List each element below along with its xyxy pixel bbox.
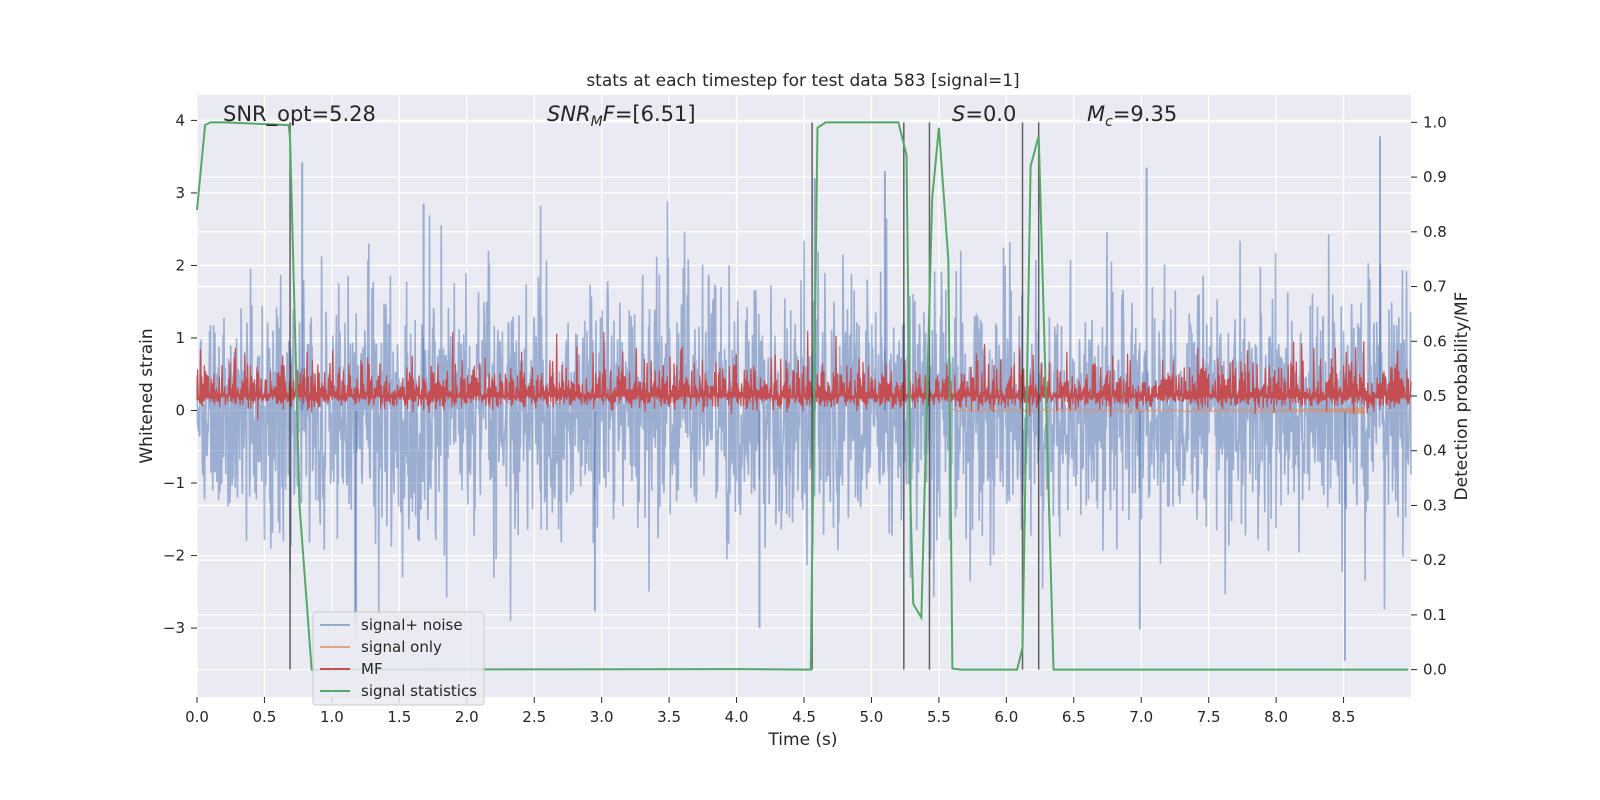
x-tick-label-12: 6.0 [994, 708, 1018, 726]
x-tick-label-11: 5.5 [927, 708, 951, 726]
x-tick-label-16: 8.0 [1264, 708, 1288, 726]
x-tick-label-17: 8.5 [1332, 708, 1356, 726]
x-tick-label-2: 1.0 [320, 708, 344, 726]
annotation-snr-mf-sub: M [591, 114, 603, 130]
annotation-snr-mf-value: =[6.51] [615, 102, 696, 126]
x-tick-label-7: 3.5 [657, 708, 681, 726]
y-right-tick-label-4: 0.4 [1423, 442, 1447, 460]
y-left-tick-label-7: 4 [175, 111, 185, 129]
series-signal-statistics [196, 121, 1409, 671]
signal-statistics-line [196, 121, 1409, 671]
legend-label-3: signal statistics [361, 682, 477, 700]
y-right-tick-label-10: 1.0 [1423, 113, 1447, 131]
mf-line [196, 330, 1412, 420]
annotation-mc: Mc=9.35 [1087, 102, 1177, 130]
y-right-tick-label-6: 0.6 [1423, 332, 1447, 350]
y-left-tick-label-4: 1 [175, 329, 185, 347]
y-left-tick-label-2: −1 [163, 474, 185, 492]
x-tick-label-8: 4.0 [725, 708, 749, 726]
annotation-s-var: S [952, 102, 965, 126]
y-left-tick-label-1: −2 [163, 547, 185, 565]
y-left-tick-label-6: 3 [175, 184, 185, 202]
x-tick-label-10: 5.0 [860, 708, 884, 726]
annotation-mc-value: =9.35 [1113, 102, 1177, 126]
x-tick-label-5: 2.5 [522, 708, 546, 726]
y-axis-left-label: Whitened strain [137, 328, 157, 463]
x-tick-label-4: 2.0 [455, 708, 479, 726]
legend-box [312, 611, 485, 706]
x-tick-label-14: 7.0 [1129, 708, 1153, 726]
y-right-tick-label-5: 0.5 [1423, 387, 1447, 405]
y-right-tick-label-0: 0.0 [1423, 661, 1447, 679]
annotation-s: S=0.0 [952, 102, 1016, 126]
x-tick-label-9: 4.5 [792, 708, 816, 726]
x-tick-label-1: 0.5 [253, 708, 277, 726]
signal-only-line [952, 406, 1365, 416]
x-tick-label-15: 7.5 [1197, 708, 1221, 726]
y-left-tick-label-3: 0 [175, 402, 185, 420]
y-right-tick-label-2: 0.2 [1423, 551, 1447, 569]
y-axis-left-ticks: −3 −2 −1 0 1 2 3 4 [163, 111, 197, 637]
x-tick-label-13: 6.5 [1062, 708, 1086, 726]
annotation-snr-opt: SNR_opt=5.28 [223, 102, 376, 127]
legend: signal+ noise signal only MF signal statist… [312, 611, 485, 706]
vertical-marker-lines [289, 122, 1040, 670]
series-signal-only [952, 406, 1365, 416]
legend-label-0: signal+ noise [361, 616, 463, 634]
annotation-snr-mf: SNRMF=[6.51] [547, 102, 696, 130]
annotation-mc-base: M [1087, 102, 1105, 126]
annotation-snr-mf-base: SNR [547, 102, 591, 126]
annotation-s-value: =0.0 [965, 102, 1016, 126]
x-tick-label-0: 0.0 [185, 708, 209, 726]
x-tick-label-3: 1.5 [387, 708, 411, 726]
x-tick-label-6: 3.0 [590, 708, 614, 726]
y-left-tick-label-0: −3 [163, 619, 185, 637]
y-right-tick-label-3: 0.3 [1423, 496, 1447, 514]
annotation-snr-mf-rest-var: F [603, 102, 616, 126]
y-right-tick-label-8: 0.8 [1423, 223, 1447, 241]
chart-title: stats at each timestep for test data 583… [586, 71, 1019, 91]
series-mf [196, 330, 1412, 420]
x-axis-ticks: 0.0 0.5 1.0 1.5 2.0 2.5 3.0 3.5 4.0 4.5 5.0 5.5 6.0 6… [185, 697, 1355, 726]
annotation-mc-sub: c [1105, 114, 1113, 130]
y-axis-right-label: Detection probability/MF [1452, 292, 1472, 501]
y-right-tick-label-7: 0.7 [1423, 278, 1447, 296]
y-right-tick-label-1: 0.1 [1423, 606, 1447, 624]
legend-label-1: signal only [361, 638, 442, 656]
y-right-tick-label-9: 0.9 [1423, 168, 1447, 186]
x-axis-label: Time (s) [767, 730, 837, 750]
y-axis-right-ticks: 0.0 0.1 0.2 0.3 0.4 0.5 0.6 0.7 0.8 0.9 1.0 [1411, 113, 1447, 679]
legend-label-2: MF [361, 660, 383, 678]
y-left-tick-label-5: 2 [175, 256, 185, 274]
